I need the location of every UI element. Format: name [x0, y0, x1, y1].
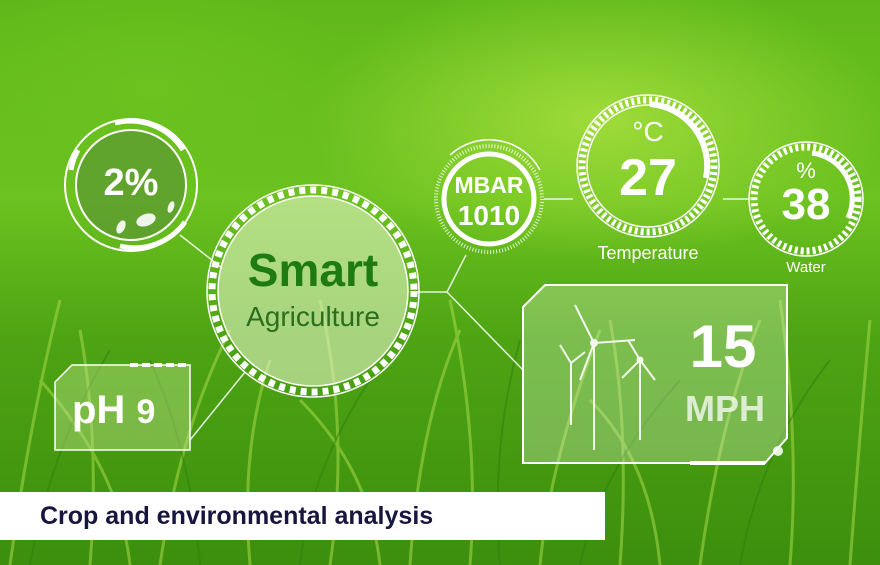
caption-banner: Crop and environmental analysis — [0, 492, 605, 540]
smart-title: Smart — [247, 244, 379, 296]
wind-turbine-icon — [559, 304, 656, 450]
water-gauge-ring — [748, 141, 864, 257]
temperature-unit: °C — [632, 116, 664, 147]
pest-percentage: 2% — [103, 162, 159, 204]
water-value: 38 — [781, 180, 831, 229]
water-unit: % — [796, 158, 816, 183]
insects-icon — [116, 201, 175, 234]
temperature-value: 27 — [619, 149, 677, 207]
pressure-value: 1010 — [457, 200, 521, 231]
temperature-label: Temperature — [597, 243, 699, 263]
agriculture-subtitle: Agriculture — [246, 301, 380, 332]
wind-speed-value: 15 — [689, 313, 757, 380]
wind-speed-unit: MPH — [685, 388, 765, 429]
caption-text: Crop and environmental analysis — [40, 502, 434, 530]
water-label: Water — [786, 259, 826, 276]
pressure-gauge-ring — [434, 139, 544, 254]
temperature-gauge-ring — [576, 94, 720, 238]
smart-agriculture-ring — [206, 184, 420, 398]
ph-value: 9 — [136, 393, 156, 431]
pest-gauge-ring — [64, 118, 198, 252]
ph-label: pH 9 — [72, 388, 155, 433]
pressure-unit: MBAR — [454, 172, 524, 198]
ph-text: pH — [72, 388, 126, 432]
